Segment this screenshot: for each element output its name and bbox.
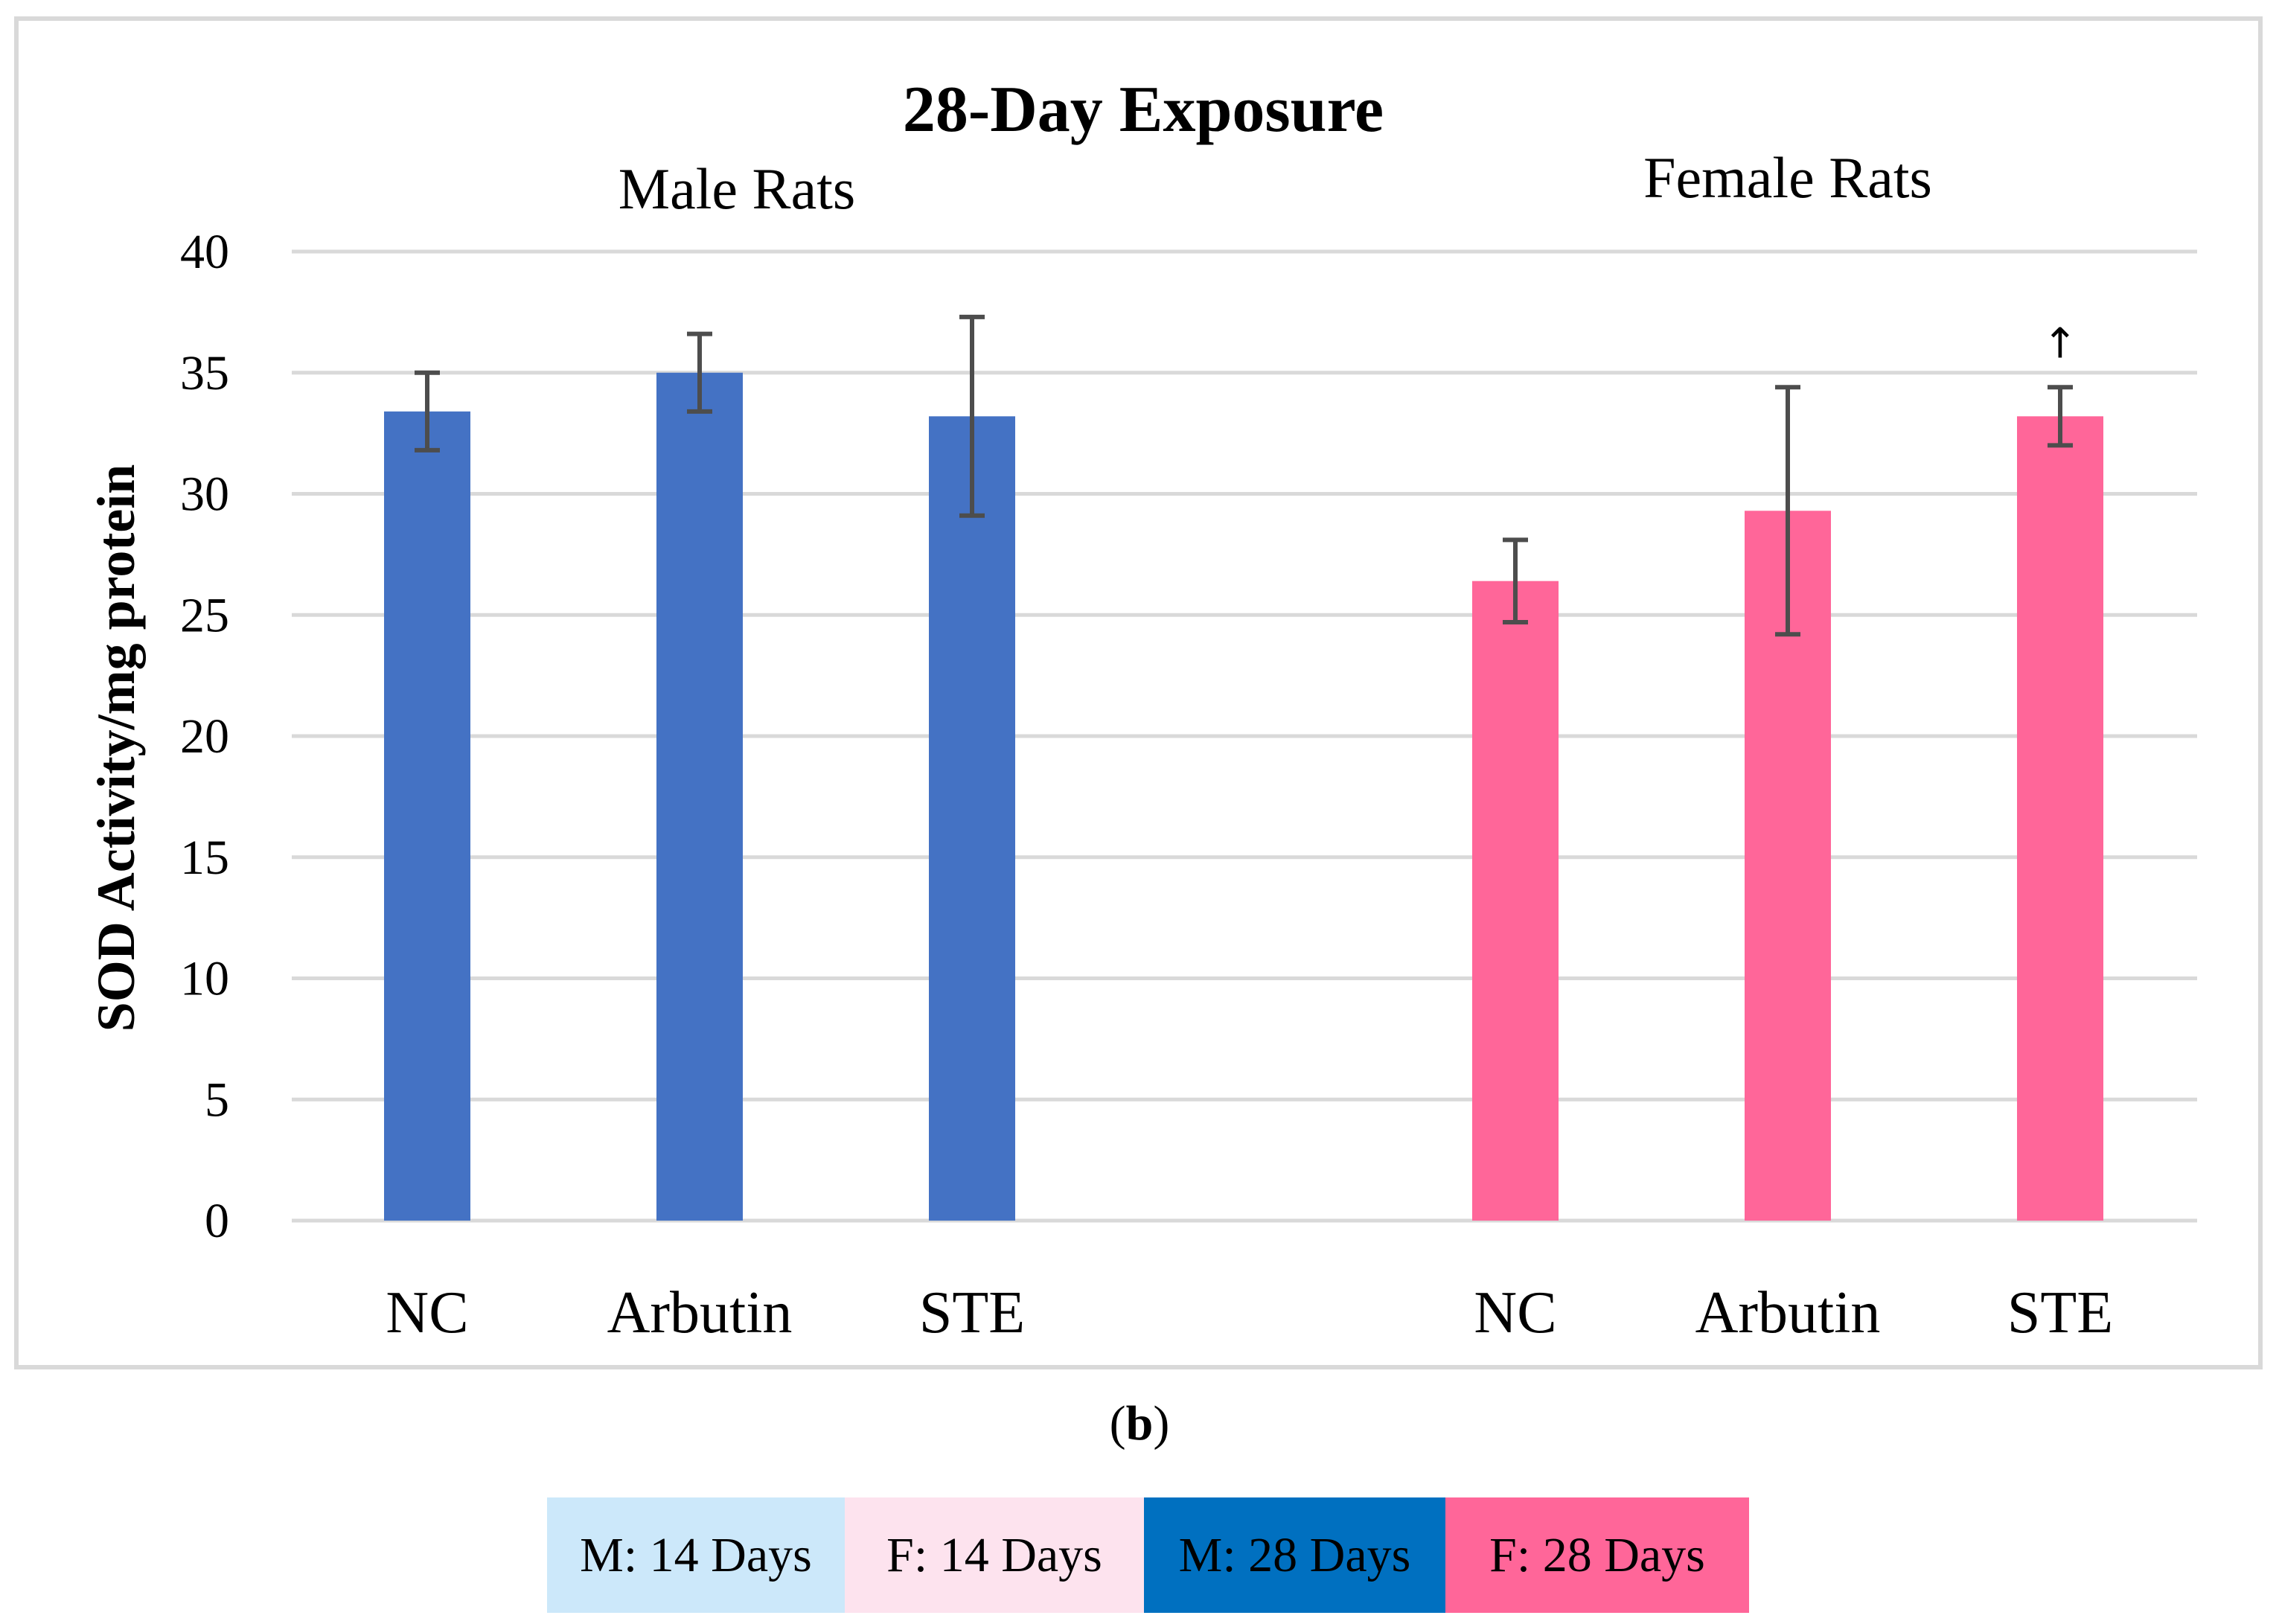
bar-male-rats-ste	[929, 416, 1015, 1221]
category-label-male-rats-nc: NC	[386, 1280, 468, 1346]
error-bar-male-rats-arbutin	[687, 331, 712, 414]
chart-title: 28-Day Exposure	[903, 74, 1384, 146]
category-label-male-rats-ste: STE	[919, 1280, 1025, 1346]
error-bar-male-rats-nc	[415, 370, 440, 453]
y-tick-30: 30	[180, 467, 229, 522]
error-bar-male-rats-ste	[959, 314, 985, 518]
legend-item-m-14-days: M: 14 Days	[547, 1497, 845, 1613]
caption-letter: b	[1125, 1396, 1154, 1451]
y-tick-15: 15	[180, 831, 229, 885]
gridlines	[292, 249, 2197, 1223]
legend-item-m-28-days: M: 28 Days	[1144, 1497, 1445, 1613]
y-tick-0: 0	[205, 1194, 229, 1248]
bar-female-rats-ste	[2017, 416, 2103, 1221]
bar-male-rats-arbutin	[656, 372, 743, 1221]
y-tick-10: 10	[180, 952, 229, 1006]
bar-female-rats-nc	[1472, 581, 1559, 1221]
bars	[384, 372, 2103, 1221]
y-axis-ticks: 0 5 10 15 20 25 30 35 40	[180, 225, 229, 1248]
y-tick-40: 40	[180, 225, 229, 279]
category-label-female-rats-ste: STE	[2007, 1280, 2113, 1346]
error-bar-female-rats-nc	[1503, 537, 1528, 625]
category-label-female-rats-nc: NC	[1474, 1280, 1556, 1346]
group-label-male-rats: Male Rats	[619, 156, 855, 221]
error-bar-female-rats-ste	[2048, 385, 2073, 448]
figure-caption: (b)	[0, 1396, 2279, 1452]
legend-item-f-28-days: F: 28 Days	[1445, 1497, 1749, 1613]
category-label-female-rats-arbutin: Arbutin	[1695, 1280, 1881, 1346]
legend: M: 14 Days F: 14 Days M: 28 Days F: 28 D…	[547, 1497, 1749, 1613]
error-bar-female-rats-arbutin	[1775, 385, 1800, 637]
y-tick-35: 35	[180, 346, 229, 400]
y-tick-5: 5	[205, 1072, 229, 1127]
bar-male-rats-nc	[384, 411, 470, 1221]
category-label-male-rats-arbutin: Arbutin	[607, 1280, 793, 1346]
y-tick-20: 20	[180, 709, 229, 764]
caption-open: (	[1109, 1396, 1126, 1451]
group-label-female-rats: Female Rats	[1643, 145, 1932, 210]
caption-close: )	[1153, 1396, 1170, 1451]
y-tick-25: 25	[180, 588, 229, 642]
error-bars	[415, 314, 2073, 637]
legend-item-f-14-days: F: 14 Days	[845, 1497, 1144, 1613]
chart-frame	[14, 16, 2263, 1369]
y-axis-label: SOD Activity/mg protein	[86, 464, 146, 1032]
annotation-female-rats-ste: ↑	[2043, 319, 2078, 368]
category-labels: Male Rats NC Arbutin STE Female Rats NC Arbuti…	[386, 145, 2113, 1346]
